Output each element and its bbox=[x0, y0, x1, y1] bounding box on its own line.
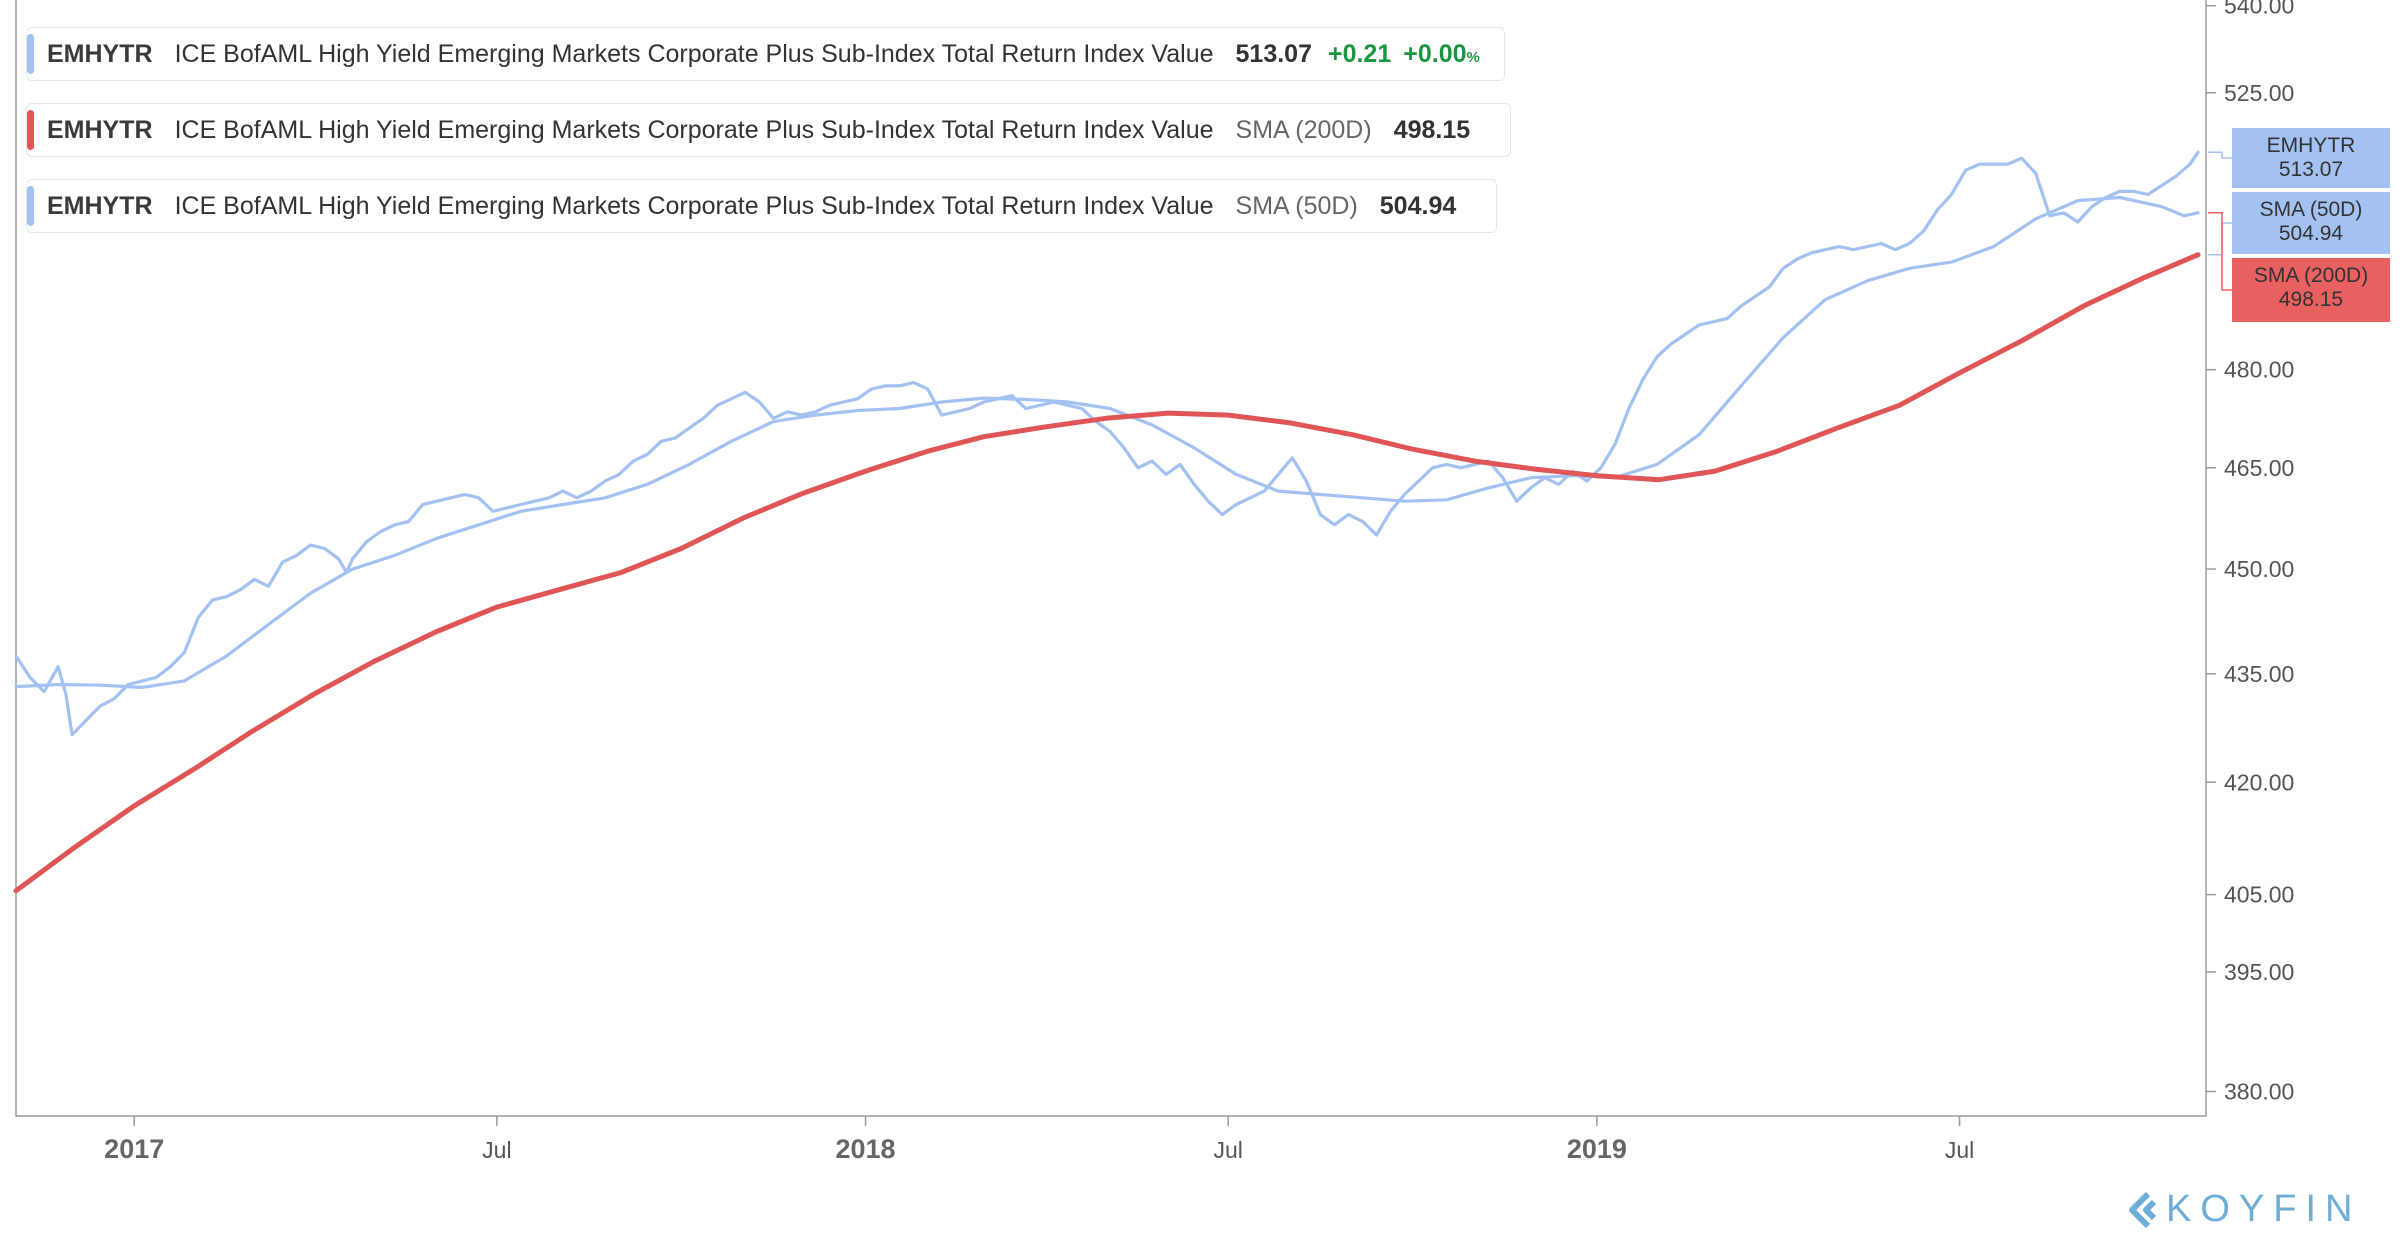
series-line-emhytr bbox=[14, 150, 2200, 737]
legend-value: 504.94 bbox=[1379, 191, 1457, 220]
legend-color-bar bbox=[27, 186, 34, 226]
y-tick-label: 525.00 bbox=[2224, 80, 2294, 106]
legend-item-emhytr[interactable]: EMHYTR ICE BofAML High Yield Emerging Ma… bbox=[26, 27, 1505, 81]
x-tick-label: 2018 bbox=[836, 1134, 896, 1164]
price-tag-label: SMA (200D) bbox=[2253, 264, 2369, 287]
legend-description: ICE BofAML High Yield Emerging Markets C… bbox=[174, 115, 1214, 144]
legend-change: +0.21 bbox=[1327, 39, 1392, 68]
price-tag-emhytr: EMHYTR 513.07 bbox=[2232, 128, 2390, 188]
x-tick-label: 2019 bbox=[1567, 1134, 1627, 1164]
x-tick-label: Jul bbox=[482, 1137, 511, 1163]
legend-value: 513.07 bbox=[1235, 39, 1312, 68]
legend-description: ICE BofAML High Yield Emerging Markets C… bbox=[174, 39, 1214, 68]
plot-frame bbox=[15, 0, 2207, 1117]
series-line-sma-50d bbox=[14, 195, 2200, 689]
price-tag-sma-50d: SMA (50D) 504.94 bbox=[2232, 192, 2390, 254]
legend-item-sma-200d[interactable]: EMHYTR ICE BofAML High Yield Emerging Ma… bbox=[26, 103, 1512, 157]
series-line-sma-200d bbox=[13, 252, 2201, 894]
legend-symbol: EMHYTR bbox=[47, 39, 153, 68]
koyfin-logo: KOYFIN bbox=[2126, 1188, 2361, 1231]
y-tick-label: 435.00 bbox=[2224, 661, 2294, 687]
price-tag-value: 498.15 bbox=[2278, 288, 2344, 311]
series-layer bbox=[13, 150, 2201, 894]
tag-connector bbox=[2208, 212, 2232, 291]
legend-color-bar bbox=[27, 110, 34, 150]
x-tick-label: Jul bbox=[1214, 1137, 1243, 1163]
legend-symbol: EMHYTR bbox=[47, 191, 153, 220]
y-axis: 380.00 395.00 405.00 420.00 435.00 450.00 465.… bbox=[2206, 0, 2294, 1105]
x-tick-label: Jul bbox=[1945, 1137, 1974, 1163]
tag-connectors bbox=[2208, 151, 2232, 291]
legend-value: 498.15 bbox=[1393, 115, 1471, 144]
legend-description: ICE BofAML High Yield Emerging Markets C… bbox=[174, 191, 1214, 220]
price-tag-label: SMA (50D) bbox=[2259, 198, 2363, 221]
koyfin-logo-icon bbox=[2129, 1191, 2156, 1228]
legend-indicator: SMA (50D) bbox=[1235, 191, 1358, 220]
x-axis: 2017 Jul 2018 Jul 2019 Jul bbox=[104, 1116, 1974, 1164]
x-tick-label: 2017 bbox=[104, 1134, 164, 1164]
y-tick-label: 540.00 bbox=[2224, 0, 2294, 19]
y-tick-label: 405.00 bbox=[2224, 882, 2294, 908]
price-tag-value: 513.07 bbox=[2278, 158, 2344, 181]
legend-indicator: SMA (200D) bbox=[1235, 115, 1372, 144]
price-tag-value: 504.94 bbox=[2278, 222, 2344, 245]
tag-connector bbox=[2208, 222, 2232, 256]
y-tick-label: 420.00 bbox=[2224, 769, 2294, 795]
y-tick-label: 480.00 bbox=[2224, 357, 2294, 383]
y-tick-label: 465.00 bbox=[2224, 455, 2294, 481]
y-tick-label: 380.00 bbox=[2224, 1079, 2294, 1105]
tag-connector bbox=[2208, 151, 2232, 159]
price-tag-sma-200d: SMA (200D) 498.15 bbox=[2232, 258, 2390, 322]
y-tick-label: 450.00 bbox=[2224, 556, 2294, 582]
y-tick-label: 395.00 bbox=[2224, 959, 2294, 985]
legend-symbol: EMHYTR bbox=[47, 115, 153, 144]
koyfin-logo-text: KOYFIN bbox=[2166, 1188, 2362, 1230]
legend-item-sma-50d[interactable]: EMHYTR ICE BofAML High Yield Emerging Ma… bbox=[26, 179, 1498, 233]
legend-change-pct-value: +0.00 bbox=[1403, 39, 1467, 68]
legend-color-bar bbox=[27, 34, 34, 74]
legend-change-pct: +0.00% bbox=[1403, 40, 1480, 69]
price-tag-label: EMHYTR bbox=[2266, 134, 2356, 157]
legend-pct-sign: % bbox=[1466, 48, 1480, 66]
